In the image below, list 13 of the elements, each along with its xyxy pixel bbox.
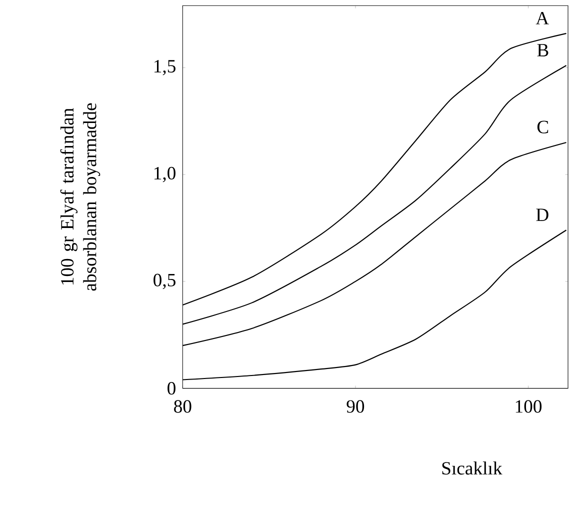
series-label: B: [537, 44, 548, 56]
y-tick-label: 1,0: [154, 166, 176, 182]
y-tick-label: 1,5: [154, 60, 176, 76]
series-label: C: [537, 120, 548, 134]
x-tick-label: 90: [346, 400, 364, 413]
series-label: D: [536, 208, 548, 221]
y-tick-label: 0,5: [154, 274, 176, 290]
x-tick-label: 100: [516, 400, 542, 413]
y-axis-title: 100 gr Elyaf tarafından absorblanan boyarmadde: [60, 103, 100, 291]
x-tick-label: 80: [174, 400, 192, 413]
y-tick-label: 0: [168, 382, 176, 395]
x-axis-title: Sıcaklık: [442, 461, 502, 475]
series-label: A: [536, 12, 549, 24]
